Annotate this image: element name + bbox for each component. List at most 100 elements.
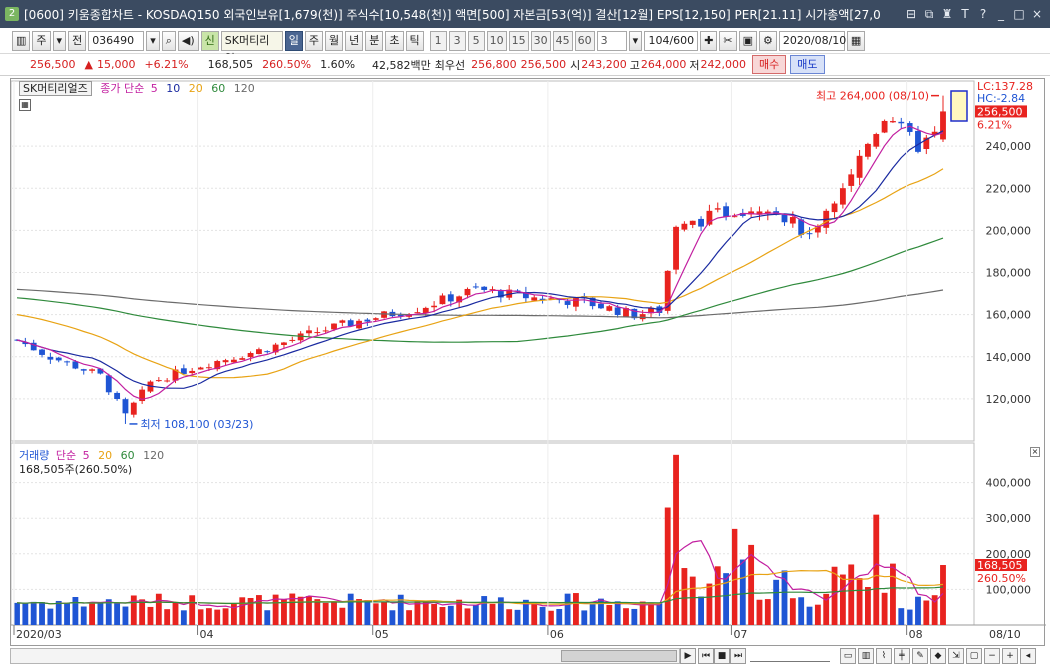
close-button[interactable]: × (1031, 7, 1043, 21)
period-day[interactable]: 일 (284, 30, 303, 51)
volume-bar (114, 602, 121, 625)
tick-30[interactable]: 30 (530, 30, 551, 51)
scroll-right-icon[interactable]: ▶ (680, 648, 696, 664)
candle-body (723, 206, 730, 217)
tools-icon[interactable]: ✂ (719, 30, 737, 51)
help-icon[interactable]: ? (979, 7, 987, 21)
candle-body (739, 212, 746, 216)
market-select[interactable]: 주 (32, 30, 51, 51)
code-input[interactable]: 036490 (88, 30, 145, 51)
count-input[interactable]: 104/600 (644, 30, 699, 51)
menu-icon[interactable]: ▥ (12, 30, 31, 51)
volume-tick-label: 300,000 (986, 512, 1032, 525)
gear-icon[interactable]: ⚙ (759, 30, 777, 51)
volume-bar (881, 592, 888, 625)
pin-icon[interactable]: ♜ (941, 7, 953, 21)
legend-volume-label: 거래량 (19, 449, 50, 462)
tick-value-input[interactable]: 3 (596, 30, 627, 51)
grid-toggle-icon[interactable]: ▦ (19, 99, 31, 111)
volume-bar (64, 602, 70, 625)
open-price: 243,200 (581, 58, 627, 71)
tick-45[interactable]: 45 (552, 30, 573, 51)
volume-tick-label: 400,000 (986, 477, 1032, 490)
scroll-end-icon[interactable]: ⏭ (730, 648, 746, 664)
period-tick[interactable]: 틱 (405, 30, 424, 51)
tick-1[interactable]: 1 (429, 30, 447, 51)
volume-bar (873, 514, 880, 625)
zoom-in-icon[interactable]: + (1002, 648, 1018, 664)
horizontal-scrollbar[interactable] (10, 648, 680, 664)
volume-bar (14, 602, 20, 625)
search-icon[interactable]: ⌕ (161, 30, 176, 51)
volume-bar (631, 608, 638, 625)
chart-type-bar-icon[interactable]: ▥ (858, 648, 874, 664)
x-axis-label: 2020/03 (16, 628, 62, 641)
market-dropdown-icon[interactable]: ▾ (52, 30, 67, 51)
minimize-button[interactable]: _ (998, 7, 1004, 21)
panel-close-icon[interactable]: × (1030, 447, 1040, 457)
tick-15[interactable]: 15 (508, 30, 529, 51)
date-input[interactable]: 2020/08/10 (778, 30, 846, 51)
maximize-button[interactable]: □ (1013, 7, 1025, 21)
save-icon[interactable]: ▣ (738, 30, 758, 51)
calendar-icon[interactable]: ▦ (846, 30, 866, 51)
chart-type-line-icon[interactable]: ⌇ (876, 648, 892, 664)
drawing-icon[interactable]: ✎ (912, 648, 928, 664)
volume-tick-label: 100,000 (986, 583, 1032, 596)
zoom-out-icon[interactable]: − (984, 648, 1000, 664)
zoom-reset-icon[interactable]: ▭ (840, 648, 856, 664)
zoom-slider[interactable] (750, 650, 830, 662)
window-buttons: ⊟ ⧉ ♜ T ? _ □ × (902, 5, 1046, 23)
volume-bar (522, 599, 529, 625)
scroll-begin-icon[interactable]: ⏮ (698, 648, 714, 664)
chart-area[interactable]: 240,000 220,000 200,000 180,000 160,000 140,0… (10, 78, 1046, 647)
candle-body (531, 297, 538, 301)
buy-button[interactable]: 매수 (752, 55, 787, 74)
high-price: 264,000 (640, 58, 687, 71)
candle-body (639, 314, 646, 320)
volume-bar (940, 565, 946, 625)
period-month[interactable]: 월 (325, 30, 344, 51)
candle-body (598, 303, 604, 309)
period-week[interactable]: 주 (304, 30, 324, 51)
tick-dropdown-icon[interactable]: ▾ (628, 30, 643, 51)
link-icon[interactable]: ⧉ (924, 7, 934, 21)
tick-60[interactable]: 60 (574, 30, 595, 51)
color-icon[interactable]: ◆ (930, 648, 946, 664)
legend-stock-name[interactable]: SK머티리얼즈 (19, 81, 92, 96)
tick-3[interactable]: 3 (448, 30, 466, 51)
layout-icon[interactable]: ⊟ (905, 7, 917, 21)
font-icon[interactable]: T (961, 7, 969, 21)
scroll-thumb[interactable] (561, 650, 677, 662)
period-minute[interactable]: 분 (365, 30, 384, 51)
fit-icon[interactable]: ◂ (1020, 648, 1036, 664)
stop-icon[interactable]: ■ (714, 648, 730, 664)
new-button[interactable]: 신 (200, 30, 219, 51)
prev-button[interactable]: 전 (68, 30, 87, 51)
legend-volume-indicator: 단순 (55, 449, 77, 462)
candle-body (890, 121, 896, 123)
tick-10[interactable]: 10 (486, 30, 507, 51)
stock-name-field[interactable]: SK머티리얼 (220, 30, 283, 65)
volume-bar (72, 597, 79, 625)
code-dropdown-icon[interactable]: ▾ (146, 30, 160, 51)
volume-bar (447, 605, 454, 625)
chart-type-candle-icon[interactable]: ╪ (894, 648, 910, 664)
candle-body (481, 286, 488, 290)
low-annotation: 최저 108,100 (03/23) (140, 418, 253, 431)
speaker-icon[interactable]: ◀) (177, 30, 199, 51)
crosshair-icon[interactable]: ✚ (700, 30, 718, 51)
period-second[interactable]: 초 (385, 30, 404, 51)
x-axis-label: 04 (200, 628, 214, 641)
candle-body (698, 218, 704, 227)
period-year[interactable]: 년 (345, 30, 364, 51)
screen-icon[interactable]: ▢ (966, 648, 982, 664)
candle-body (839, 188, 846, 205)
tick-5[interactable]: 5 (467, 30, 485, 51)
volume-bar (514, 609, 521, 625)
volume-bar (347, 593, 354, 625)
chart-canvas[interactable]: 240,000 220,000 200,000 180,000 160,000 140,0… (11, 79, 1046, 647)
export-icon[interactable]: ⇲ (948, 648, 964, 664)
candle-body (30, 342, 37, 351)
sell-button[interactable]: 매도 (790, 55, 825, 74)
